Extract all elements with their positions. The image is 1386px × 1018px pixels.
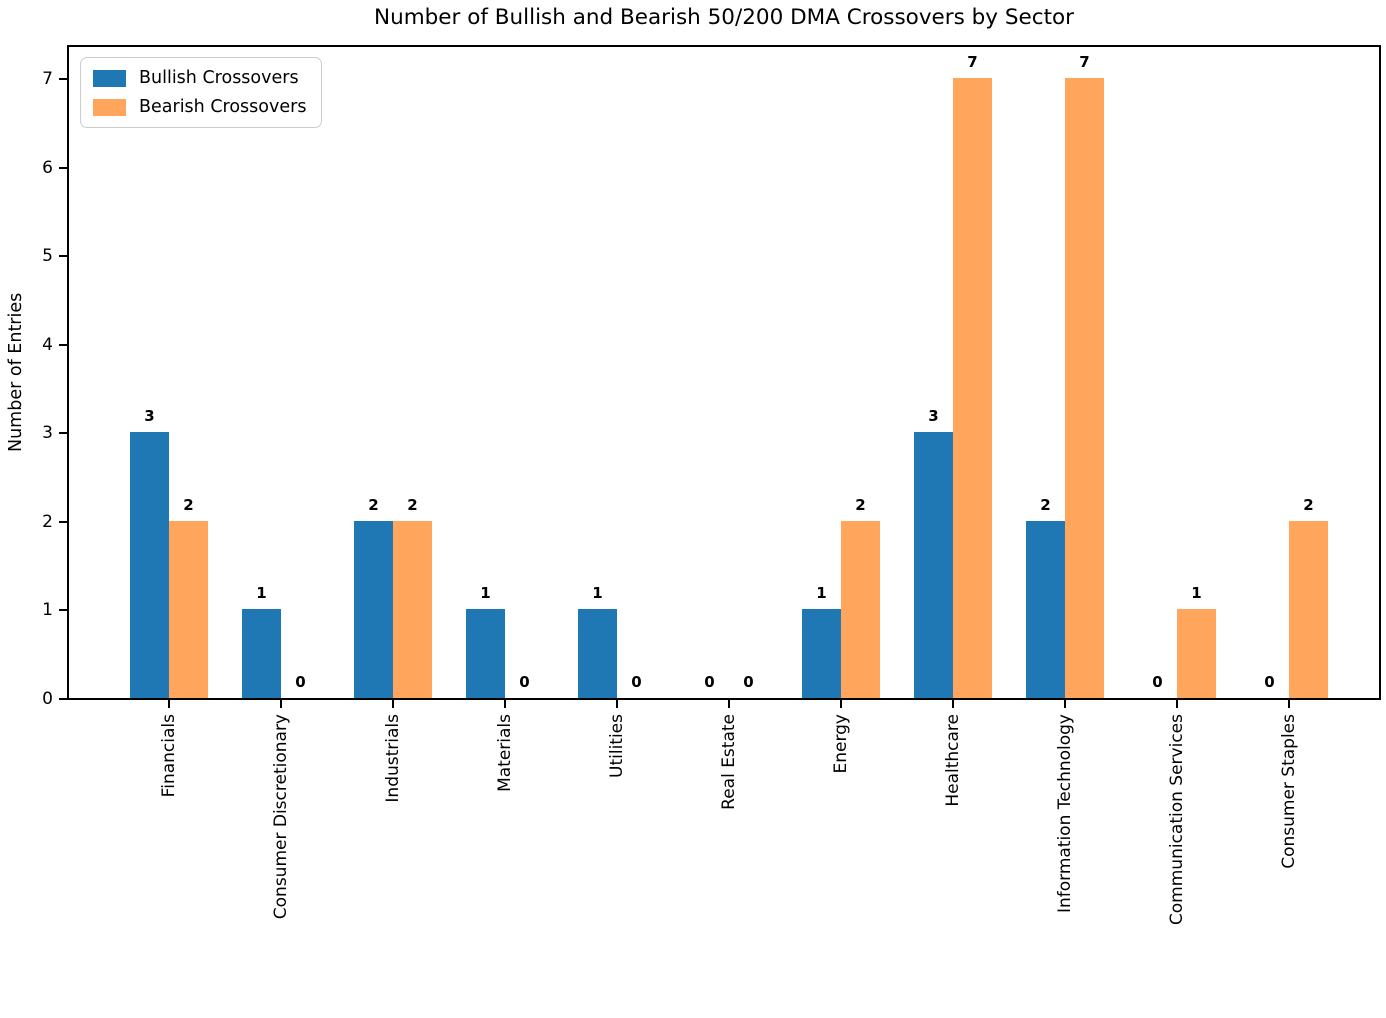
bar-bullish-energy	[802, 609, 841, 698]
legend-label-bullish-crossovers: Bullish Crossovers	[139, 68, 299, 88]
x-tick-mark	[840, 700, 842, 708]
bar-bearish-industrials	[393, 521, 432, 698]
y-tick-mark	[59, 344, 67, 346]
x-tick-mark	[1288, 700, 1290, 708]
y-tick-label: 5	[42, 246, 53, 266]
legend-item-bearish-crossovers: Bearish Crossovers	[93, 97, 306, 117]
x-tick-label-consumer-staples: Consumer Staples	[1279, 714, 1299, 869]
bar-bullish-industrials	[354, 521, 393, 698]
y-tick-label: 7	[42, 69, 53, 89]
value-label-bearish-materials: 0	[519, 673, 530, 691]
value-label-bearish-real-estate: 0	[743, 673, 754, 691]
value-label-bullish-healthcare: 3	[928, 407, 939, 425]
x-tick-label-information-technology: Information Technology	[1055, 714, 1075, 914]
x-tick-label-consumer-discretionary: Consumer Discretionary	[271, 714, 291, 920]
x-tick-label-industrials: Industrials	[383, 714, 403, 803]
bar-bullish-consumer-discretionary	[242, 609, 281, 698]
y-tick-label: 6	[42, 158, 53, 178]
y-tick-mark	[59, 432, 67, 434]
value-label-bearish-consumer-discretionary: 0	[295, 673, 306, 691]
bar-bullish-information-technology	[1026, 521, 1065, 698]
value-label-bullish-energy: 1	[816, 584, 827, 602]
value-label-bullish-real-estate: 0	[704, 673, 715, 691]
chart-title: Number of Bullish and Bearish 50/200 DMA…	[374, 5, 1074, 30]
bar-bearish-consumer-staples	[1289, 521, 1328, 698]
value-label-bullish-utilities: 1	[592, 584, 603, 602]
value-label-bullish-communication-services: 0	[1152, 673, 1163, 691]
y-tick-mark	[59, 255, 67, 257]
value-label-bearish-financials: 2	[183, 496, 194, 514]
x-tick-mark	[280, 700, 282, 708]
value-label-bearish-healthcare: 7	[967, 53, 978, 71]
y-tick-mark	[59, 698, 67, 700]
value-label-bullish-materials: 1	[480, 584, 491, 602]
legend-swatch-bearish-crossovers	[93, 98, 126, 116]
x-tick-label-financials: Financials	[159, 714, 179, 798]
x-tick-mark	[504, 700, 506, 708]
x-tick-label-real-estate: Real Estate	[719, 714, 739, 810]
x-tick-label-materials: Materials	[495, 714, 515, 792]
y-tick-label: 0	[42, 689, 53, 709]
x-tick-label-healthcare: Healthcare	[943, 714, 963, 807]
legend-item-bullish-crossovers: Bullish Crossovers	[93, 68, 306, 88]
y-tick-mark	[59, 521, 67, 523]
x-tick-mark	[168, 700, 170, 708]
x-tick-mark	[616, 700, 618, 708]
y-tick-label: 1	[42, 600, 53, 620]
x-tick-mark	[1176, 700, 1178, 708]
value-label-bearish-energy: 2	[855, 496, 866, 514]
x-tick-mark	[1064, 700, 1066, 708]
y-tick-mark	[59, 167, 67, 169]
bar-bearish-healthcare	[953, 78, 992, 698]
x-tick-mark	[952, 700, 954, 708]
value-label-bearish-utilities: 0	[631, 673, 642, 691]
legend-label-bearish-crossovers: Bearish Crossovers	[139, 97, 307, 117]
bar-bullish-materials	[466, 609, 505, 698]
legend: Bullish Crossovers Bearish Crossovers	[80, 57, 323, 128]
value-label-bearish-communication-services: 1	[1191, 584, 1202, 602]
x-tick-label-energy: Energy	[831, 714, 851, 774]
bar-bearish-information-technology	[1065, 78, 1104, 698]
x-tick-mark	[392, 700, 394, 708]
value-label-bearish-information-technology: 7	[1079, 53, 1090, 71]
y-tick-mark	[59, 609, 67, 611]
bar-bullish-utilities	[578, 609, 617, 698]
x-tick-mark	[728, 700, 730, 708]
bar-bearish-energy	[841, 521, 880, 698]
x-tick-label-utilities: Utilities	[607, 714, 627, 778]
bar-bearish-communication-services	[1177, 609, 1216, 698]
value-label-bullish-consumer-discretionary: 1	[256, 584, 267, 602]
y-tick-label: 3	[42, 423, 53, 443]
legend-swatch-bullish-crossovers	[93, 69, 126, 87]
value-label-bullish-financials: 3	[144, 407, 155, 425]
y-tick-label: 4	[42, 335, 53, 355]
value-label-bearish-consumer-staples: 2	[1303, 496, 1314, 514]
y-tick-label: 2	[42, 512, 53, 532]
x-tick-label-communication-services: Communication Services	[1167, 714, 1187, 926]
value-label-bullish-consumer-staples: 0	[1264, 673, 1275, 691]
value-label-bearish-industrials: 2	[407, 496, 418, 514]
plot-area: 3 2 1 0 2 2 1 0 1 0 0 0 1 2 3 7 2 7 0 1 0 2	[67, 45, 1381, 700]
y-tick-mark	[59, 78, 67, 80]
bar-bullish-financials	[130, 432, 169, 698]
bar-bullish-healthcare	[914, 432, 953, 698]
value-label-bullish-information-technology: 2	[1040, 496, 1051, 514]
bar-bearish-financials	[169, 521, 208, 698]
value-label-bullish-industrials: 2	[368, 496, 379, 514]
